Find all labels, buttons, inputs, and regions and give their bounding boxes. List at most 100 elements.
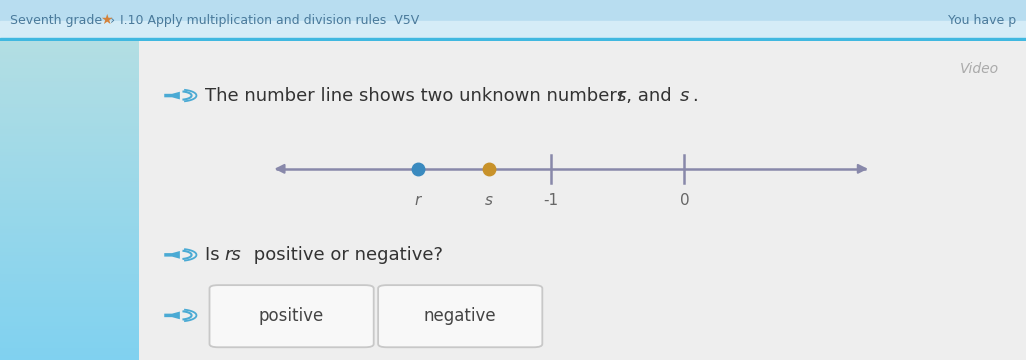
Polygon shape (164, 311, 180, 319)
Polygon shape (164, 92, 180, 99)
Bar (0, 264, 139, 267)
Bar (0, 125, 139, 128)
Text: positive: positive (259, 307, 324, 325)
Text: -1: -1 (544, 193, 559, 208)
Bar (0, 244, 139, 247)
Bar (0, 189, 139, 193)
Text: r: r (618, 86, 625, 104)
FancyBboxPatch shape (209, 285, 373, 347)
Bar (0, 334, 139, 337)
Bar (0, 70, 139, 73)
Bar (0, 167, 139, 170)
Bar (0, 77, 139, 80)
Bar (0, 305, 139, 309)
Bar (0, 267, 139, 270)
Bar (0, 315, 139, 318)
Bar (0, 0, 1026, 21)
Bar (0, 180, 139, 183)
Bar (0, 344, 139, 347)
Bar (0, 219, 139, 222)
Bar (0, 247, 139, 251)
Bar (0, 67, 139, 70)
Bar (0, 228, 139, 231)
Text: positive or negative?: positive or negative? (248, 246, 443, 264)
Bar (0, 148, 139, 151)
Bar (0, 164, 139, 167)
Text: s: s (679, 86, 688, 104)
Bar (0, 283, 139, 286)
Text: and: and (632, 86, 677, 104)
Bar (0, 109, 139, 112)
Text: s: s (485, 193, 494, 208)
Bar (0, 286, 139, 289)
Bar (0, 238, 139, 241)
Bar (0, 154, 139, 157)
Bar (0, 48, 139, 51)
Bar (0, 270, 139, 273)
Bar (0, 354, 139, 357)
Bar (0, 90, 139, 93)
Bar (0, 183, 139, 186)
Text: .: . (692, 86, 698, 104)
Bar (0, 93, 139, 96)
Bar (0, 54, 139, 58)
Bar (0, 251, 139, 254)
Bar (0, 99, 139, 103)
Bar (0, 64, 139, 67)
Text: negative: negative (424, 307, 497, 325)
Bar (0, 144, 139, 148)
Bar (0, 176, 139, 180)
Bar (0, 21, 1026, 41)
Bar (0, 222, 139, 225)
Bar (0, 196, 139, 199)
Bar (0, 254, 139, 257)
Bar (0, 161, 139, 164)
Bar (0, 170, 139, 174)
Text: Video: Video (960, 62, 999, 76)
Text: 0: 0 (679, 193, 689, 208)
Text: Seventh grade  ›: Seventh grade › (10, 14, 123, 27)
Bar (0, 199, 139, 202)
Bar (0, 41, 139, 45)
FancyBboxPatch shape (129, 40, 1026, 360)
Bar (0, 202, 139, 206)
Text: You have p: You have p (948, 14, 1016, 27)
Text: The number line shows two unknown numbers,: The number line shows two unknown number… (205, 86, 638, 104)
Bar (0, 260, 139, 264)
Bar (0, 96, 139, 99)
Text: Is: Is (205, 246, 226, 264)
Bar (0, 309, 139, 312)
Bar (0, 45, 139, 48)
Bar (0, 119, 139, 122)
Bar (0, 321, 139, 325)
Bar (0, 289, 139, 292)
Bar (0, 234, 139, 238)
Bar (0, 112, 139, 116)
Bar (0, 328, 139, 331)
Bar (0, 299, 139, 302)
Bar (0, 215, 139, 219)
Bar (0, 83, 139, 86)
Bar (0, 58, 139, 61)
FancyBboxPatch shape (379, 285, 543, 347)
Bar (0, 206, 139, 209)
Bar (0, 347, 139, 350)
Bar (0, 131, 139, 135)
Text: rs: rs (225, 246, 241, 264)
Bar (0, 174, 139, 176)
Bar (0, 276, 139, 280)
Bar (0, 103, 139, 106)
Bar (0, 212, 139, 215)
Bar (0, 86, 139, 90)
Polygon shape (164, 251, 180, 259)
Bar (0, 241, 139, 244)
Bar (0, 61, 139, 64)
Text: r: r (415, 193, 422, 208)
Bar (0, 296, 139, 299)
Bar (0, 141, 139, 144)
Bar (0, 325, 139, 328)
Bar (0, 350, 139, 354)
Bar (0, 231, 139, 234)
Bar (0, 106, 139, 109)
Bar (0, 280, 139, 283)
